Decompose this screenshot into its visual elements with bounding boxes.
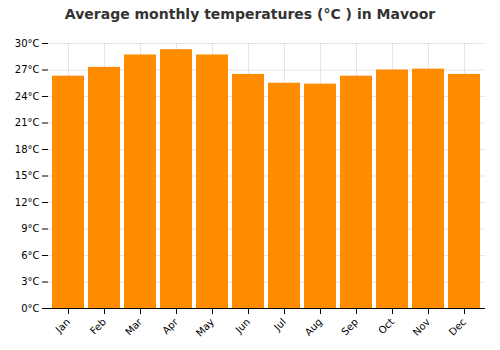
svg-text:18°C: 18°C: [15, 144, 40, 155]
svg-text:9°C: 9°C: [21, 223, 39, 234]
html-text:Average monthly temperatures (: Average monthly temperatures (°C ) in Ma…: [64, 6, 436, 22]
svg-text:15°C: 15°C: [15, 170, 40, 181]
svg-text:12°C: 12°C: [15, 197, 40, 208]
svg-text:Aug: Aug: [303, 316, 325, 338]
svg-text:27°C: 27°C: [15, 64, 40, 75]
svg-text:24°C: 24°C: [15, 91, 40, 102]
svg-text:30°C: 30°C: [15, 38, 40, 49]
svg-text:Dec: Dec: [447, 316, 468, 337]
svg-text:Jan: Jan: [53, 316, 72, 335]
svg-text:Jun: Jun: [233, 316, 253, 336]
svg-text:May: May: [194, 316, 216, 338]
svg-text:Oct: Oct: [376, 316, 396, 336]
svg-text:Mar: Mar: [123, 316, 145, 338]
svg-text:Sep: Sep: [339, 316, 360, 337]
svg-text:0°C: 0°C: [21, 303, 39, 314]
svg-text:3°C: 3°C: [21, 276, 39, 287]
svg-text:Jul: Jul: [271, 316, 288, 333]
svg-text:Nov: Nov: [411, 316, 433, 338]
svg-text:Apr: Apr: [160, 316, 181, 337]
svg-text:21°C: 21°C: [15, 117, 40, 128]
svg-text:Feb: Feb: [88, 316, 108, 336]
svg-text:6°C: 6°C: [21, 250, 39, 261]
